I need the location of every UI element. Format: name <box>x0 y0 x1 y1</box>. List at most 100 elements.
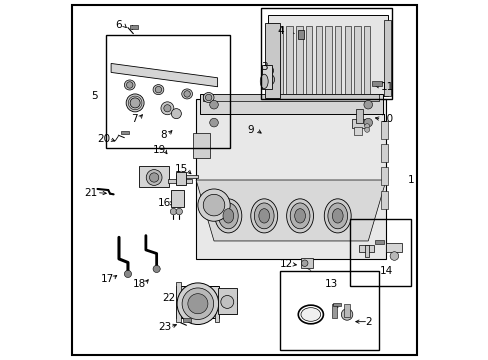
Bar <box>353 127 362 135</box>
Bar <box>265 23 279 98</box>
Ellipse shape <box>183 91 190 97</box>
Text: 11: 11 <box>380 82 393 92</box>
Bar <box>267 15 387 96</box>
Bar <box>380 167 387 185</box>
Circle shape <box>301 260 307 266</box>
Circle shape <box>163 105 171 112</box>
Ellipse shape <box>254 203 274 229</box>
Circle shape <box>263 74 274 85</box>
Text: 6: 6 <box>115 20 122 30</box>
Bar <box>203 94 378 101</box>
Text: 14: 14 <box>379 266 392 276</box>
Ellipse shape <box>258 209 269 223</box>
Bar <box>363 26 369 94</box>
Bar <box>286 26 292 94</box>
Text: 15: 15 <box>175 164 188 174</box>
Text: 10: 10 <box>380 114 393 124</box>
Bar <box>176 282 180 321</box>
Ellipse shape <box>327 203 347 229</box>
Circle shape <box>176 208 182 215</box>
Bar <box>276 26 283 94</box>
Bar <box>261 65 272 89</box>
Ellipse shape <box>214 199 241 233</box>
Circle shape <box>171 109 181 119</box>
Circle shape <box>209 118 218 127</box>
Circle shape <box>221 296 233 309</box>
Bar <box>183 319 190 322</box>
Bar <box>356 109 362 123</box>
Text: 4: 4 <box>277 26 284 36</box>
Bar <box>296 26 302 94</box>
Ellipse shape <box>250 199 277 233</box>
Bar <box>301 258 312 268</box>
Bar <box>315 26 321 94</box>
Circle shape <box>161 102 174 115</box>
Text: 16: 16 <box>158 198 171 208</box>
Bar <box>176 286 219 318</box>
Bar <box>171 190 183 207</box>
Bar <box>192 134 210 158</box>
Ellipse shape <box>223 209 233 223</box>
Circle shape <box>124 270 131 278</box>
Circle shape <box>177 283 218 324</box>
Polygon shape <box>111 63 217 87</box>
Bar <box>121 131 128 134</box>
Circle shape <box>203 194 224 216</box>
Circle shape <box>146 170 162 185</box>
Bar <box>351 119 366 128</box>
Ellipse shape <box>286 199 313 233</box>
Text: 1: 1 <box>407 175 414 185</box>
Circle shape <box>126 94 144 112</box>
Bar <box>139 166 169 187</box>
Bar <box>375 240 384 244</box>
Bar <box>176 175 198 178</box>
Bar <box>332 304 336 318</box>
Ellipse shape <box>218 203 238 229</box>
Bar <box>260 8 391 99</box>
Ellipse shape <box>126 82 133 88</box>
Text: 8: 8 <box>160 130 167 140</box>
Bar <box>106 35 230 148</box>
Bar <box>130 25 138 29</box>
Ellipse shape <box>203 93 214 103</box>
Bar <box>371 81 382 86</box>
Bar <box>297 30 304 40</box>
Circle shape <box>363 100 372 109</box>
Circle shape <box>209 100 218 109</box>
Text: 23: 23 <box>158 322 171 332</box>
Bar <box>344 26 350 94</box>
Polygon shape <box>196 180 386 241</box>
Ellipse shape <box>290 203 309 229</box>
Ellipse shape <box>155 86 162 93</box>
Text: 20: 20 <box>97 134 110 144</box>
Bar <box>280 271 378 350</box>
Ellipse shape <box>153 85 163 95</box>
Circle shape <box>364 124 369 129</box>
Text: 21: 21 <box>84 188 98 198</box>
Text: 3: 3 <box>261 62 267 72</box>
Bar <box>380 191 387 209</box>
Bar <box>386 243 402 252</box>
Ellipse shape <box>301 308 320 321</box>
Bar <box>380 121 387 139</box>
Bar <box>175 172 185 185</box>
Ellipse shape <box>332 209 343 223</box>
Text: 2: 2 <box>364 317 371 327</box>
Text: 17: 17 <box>101 274 114 284</box>
Circle shape <box>389 252 398 260</box>
Circle shape <box>264 66 273 75</box>
Circle shape <box>170 208 176 215</box>
Ellipse shape <box>124 80 135 90</box>
Circle shape <box>198 189 230 221</box>
Ellipse shape <box>294 209 305 223</box>
Text: 18: 18 <box>133 279 146 289</box>
Circle shape <box>182 288 213 319</box>
Bar <box>334 26 341 94</box>
Bar <box>199 94 382 114</box>
Circle shape <box>341 309 352 320</box>
Circle shape <box>130 98 140 108</box>
Bar <box>349 220 410 286</box>
Bar <box>333 303 341 306</box>
Text: 9: 9 <box>247 125 254 135</box>
Bar <box>359 244 373 252</box>
